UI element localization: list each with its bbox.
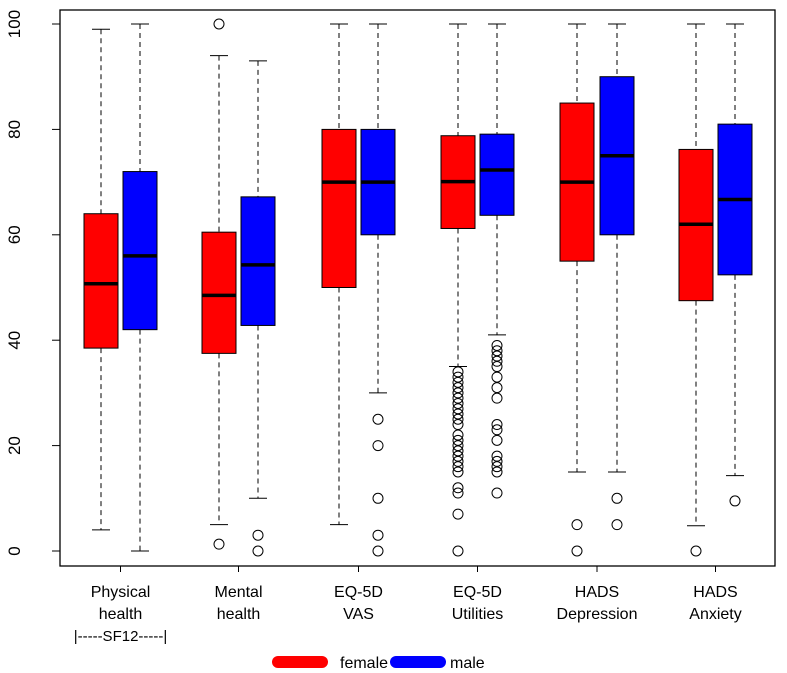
outlier-point — [252, 529, 264, 541]
box-male — [240, 196, 276, 326]
box-male — [479, 133, 515, 216]
outlier-point — [452, 440, 464, 452]
outlier-point — [571, 519, 583, 531]
outlier-point — [611, 492, 623, 504]
outlier-point — [491, 350, 503, 362]
x-tick-label: Physical — [91, 584, 151, 601]
outlier-point — [452, 392, 464, 404]
outlier-point — [491, 392, 503, 404]
outlier-point — [213, 18, 225, 30]
y-tick-label: 60 — [5, 225, 24, 244]
outlier-point — [452, 429, 464, 441]
outlier-point — [452, 371, 464, 383]
outlier-point — [491, 345, 503, 357]
outlier-point — [611, 519, 623, 531]
legend-label-female: female — [340, 655, 388, 672]
outlier-point — [372, 492, 384, 504]
outlier-point — [452, 450, 464, 462]
x-tick-label: HADS — [575, 584, 619, 601]
outlier-point — [452, 455, 464, 467]
y-tick-label: 20 — [5, 436, 24, 455]
x-tick-label: EQ-5D — [453, 584, 502, 601]
box-male — [122, 171, 158, 331]
outlier-point — [491, 466, 503, 478]
outlier-point — [571, 545, 583, 557]
outlier-point — [452, 482, 464, 494]
y-tick-label: 0 — [5, 546, 24, 555]
outlier-point — [452, 387, 464, 399]
outlier-point — [452, 487, 464, 499]
outlier-point — [452, 545, 464, 557]
outlier-point — [452, 445, 464, 457]
x-tick-label: Utilities — [452, 606, 504, 623]
outlier-point — [213, 538, 225, 550]
outlier-point — [452, 419, 464, 431]
outlier-point — [729, 495, 741, 507]
x-tick-label: Depression — [557, 606, 638, 623]
outlier-point — [452, 382, 464, 394]
x-tick-label: health — [217, 606, 261, 623]
outlier-point — [452, 434, 464, 446]
outlier-point — [372, 440, 384, 452]
legend-swatch-male — [390, 656, 446, 668]
outlier-point — [491, 361, 503, 373]
outlier-point — [452, 408, 464, 420]
box-female — [321, 128, 357, 288]
y-tick-label: 100 — [5, 10, 24, 38]
outlier-point — [690, 545, 702, 557]
x-tick-label: HADS — [693, 584, 737, 601]
outlier-point — [491, 461, 503, 473]
x-tick-label: EQ-5D — [334, 584, 383, 601]
outlier-point — [252, 545, 264, 557]
legend-swatch-female — [272, 656, 328, 668]
outlier-point — [491, 450, 503, 462]
x-tick-label: health — [99, 606, 143, 623]
y-tick-label: 40 — [5, 331, 24, 350]
outlier-point — [491, 455, 503, 467]
outlier-point — [491, 434, 503, 446]
outlier-point — [452, 366, 464, 378]
x-tick-label: Anxiety — [689, 606, 741, 623]
box-female — [83, 213, 119, 349]
outlier-point — [452, 397, 464, 409]
outlier-point — [372, 545, 384, 557]
plot-frame — [59, 9, 776, 567]
outlier-point — [452, 403, 464, 415]
outlier-point — [452, 508, 464, 520]
legend-label-male: male — [450, 655, 485, 672]
outlier-point — [491, 382, 503, 394]
outlier-point — [491, 355, 503, 367]
y-tick-label: 80 — [5, 120, 24, 139]
group-label-sf12: |-----SF12-----| — [74, 628, 168, 645]
outlier-point — [491, 339, 503, 351]
outlier-point — [491, 419, 503, 431]
x-tick-label: Mental — [214, 584, 262, 601]
outlier-point — [491, 371, 503, 383]
x-tick-label: VAS — [343, 606, 374, 623]
outlier-point — [452, 413, 464, 425]
outlier-point — [491, 487, 503, 499]
outlier-point — [452, 466, 464, 478]
outlier-point — [452, 461, 464, 473]
box-female — [201, 231, 237, 354]
outlier-point — [491, 424, 503, 436]
outlier-point — [452, 376, 464, 388]
outlier-point — [372, 529, 384, 541]
outlier-point — [372, 413, 384, 425]
